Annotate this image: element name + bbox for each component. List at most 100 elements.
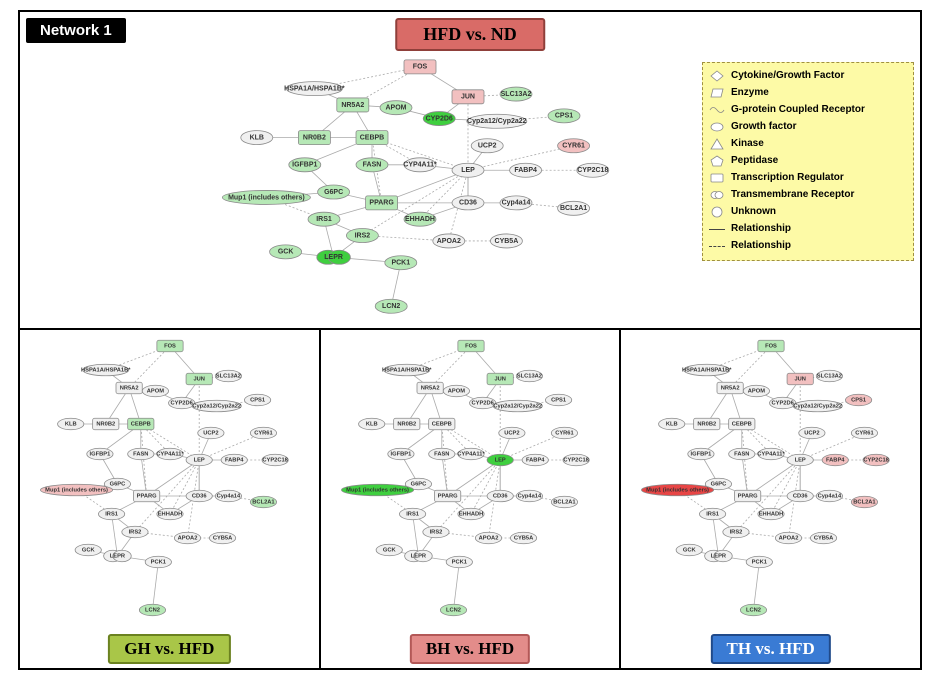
- relationship-line-icon: [709, 229, 725, 230]
- network-edge: [420, 170, 468, 219]
- network-node: APOM: [744, 385, 770, 396]
- bottom-row: FOSHSPA1A/HSPA1B*JUNNR5A2APOMSLC13A2CYP2…: [20, 330, 920, 670]
- network-node: CYB5A: [811, 532, 837, 543]
- network-node: Cyp2a12/Cyp2a22: [493, 400, 542, 411]
- network-node: LCN2: [375, 299, 407, 313]
- network-node: IRS2: [423, 526, 449, 537]
- network-node: Cyp2a12/Cyp2a22: [793, 400, 842, 411]
- network-node: UCP2: [198, 427, 224, 438]
- legend-item: Unknown: [709, 205, 907, 219]
- cytokine-icon: [709, 70, 725, 82]
- network-node: SLC13A2: [817, 370, 843, 381]
- enzyme-icon: [709, 87, 725, 99]
- network-node: Cyp4a14: [500, 196, 532, 210]
- network-bh: FOSHSPA1A/HSPA1B*JUNNR5A2APOMSLC13A2CYP2…: [325, 334, 617, 634]
- network-th: FOSHSPA1A/HSPA1B*JUNNR5A2APOMSLC13A2CYP2…: [625, 334, 917, 634]
- network-node: CD36: [787, 490, 813, 501]
- network-node: CYP4A11*: [403, 158, 437, 172]
- network-node: IRS2: [723, 526, 749, 537]
- network-node: CYP2D6: [423, 112, 455, 126]
- network-node: FABP4: [822, 454, 848, 465]
- network-node: NR5A2: [417, 382, 443, 393]
- network-node: APOM: [443, 385, 469, 396]
- network-node: KLB: [58, 418, 84, 429]
- figure-border: Network 1 HFD vs. ND Cytokine/Growth Fac…: [18, 10, 922, 670]
- legend-item: Enzyme: [709, 86, 907, 100]
- network-node: CEBPB: [729, 418, 755, 429]
- network-node: CYP2D6: [169, 397, 195, 408]
- legend-label: Cytokine/Growth Factor: [731, 69, 844, 83]
- kinase-icon: [709, 138, 725, 150]
- network-node: NR5A2: [717, 382, 743, 393]
- network-node: JUN: [787, 373, 813, 384]
- network-node: LEPR: [104, 550, 132, 561]
- network-node: LCN2: [440, 604, 466, 615]
- network-node: CYP4A11*: [156, 448, 184, 459]
- network-node: IRS1: [399, 508, 425, 519]
- network-node: NR5A2: [337, 98, 369, 112]
- legend-item: Peptidase: [709, 154, 907, 168]
- network-node: APOA2: [174, 532, 200, 543]
- network-node: IRS1: [700, 508, 726, 519]
- unknown-icon: [709, 206, 725, 218]
- panel-top: Network 1 HFD vs. ND Cytokine/Growth Fac…: [20, 12, 920, 330]
- network-node: NR0B2: [694, 418, 720, 429]
- network-node: NR0B2: [393, 418, 419, 429]
- network-node: EHHADH: [758, 508, 784, 519]
- gpcr-icon: [709, 104, 725, 116]
- network-node: CYP2C18: [262, 454, 289, 465]
- network-node: Mup1 (includes others): [341, 484, 413, 495]
- network-node: LEPR: [705, 550, 733, 561]
- panel-th: FOSHSPA1A/HSPA1B*JUNNR5A2APOMSLC13A2CYP2…: [619, 330, 920, 670]
- title-bh-vs-hfd: BH vs. HFD: [410, 634, 530, 664]
- legend-item: Kinase: [709, 137, 907, 151]
- network-node: CEBPB: [356, 131, 388, 145]
- network-node: GCK: [376, 544, 402, 555]
- network-node: GCK: [270, 245, 302, 259]
- network-node: CPS1: [545, 394, 571, 405]
- network-node: APOA2: [776, 532, 802, 543]
- network-node: Mup1 (includes others): [222, 190, 310, 204]
- network-node: FASN: [128, 448, 154, 459]
- network-node: CYB5A: [490, 234, 522, 248]
- network-node: IRS1: [98, 508, 124, 519]
- legend-box: Cytokine/Growth Factor Enzyme G-protein Co…: [702, 62, 914, 261]
- network-node: LEP: [452, 163, 484, 177]
- network-node: CYP2D6: [770, 397, 796, 408]
- network-node: APOM: [380, 101, 412, 115]
- network-node: EHHADH: [157, 508, 183, 519]
- network-node: IRS2: [346, 229, 378, 243]
- legend-label: Unknown: [731, 205, 776, 219]
- network-node: Cyp2a12/Cyp2a22: [467, 114, 527, 128]
- network-node: G6PC: [318, 185, 350, 199]
- network-node: LCN2: [741, 604, 767, 615]
- legend-label: Transmembrane Receptor: [731, 188, 854, 202]
- legend-item: Transmembrane Receptor: [709, 188, 907, 202]
- network-node: CD36: [186, 490, 212, 501]
- network-node: CYR61: [250, 427, 276, 438]
- network-node: CYR61: [558, 139, 590, 153]
- network-edge: [730, 346, 771, 388]
- legend-label: Enzyme: [731, 86, 769, 100]
- legend-item: Relationship: [709, 222, 907, 236]
- network-node: SLC13A2: [516, 370, 542, 381]
- legend-label: G-protein Coupled Receptor: [731, 103, 865, 117]
- network-edge: [129, 346, 170, 388]
- network-node: CD36: [487, 490, 513, 501]
- network-edge: [453, 562, 459, 610]
- title-th-vs-hfd: TH vs. HFD: [711, 634, 831, 664]
- network-node: Cyp4a14: [215, 490, 241, 501]
- network-node: PCK1: [385, 256, 417, 270]
- network-node: LEP: [186, 454, 212, 465]
- network-node: FASN: [356, 158, 388, 172]
- network-node: IRS2: [122, 526, 148, 537]
- network-edge: [412, 514, 418, 556]
- network-node: BCL2A1: [558, 201, 590, 215]
- network-node: KLB: [659, 418, 685, 429]
- network-node: FOS: [157, 340, 183, 351]
- network-node: GCK: [75, 544, 101, 555]
- network-top: FOSHSPA1A/HSPA1B*JUNNR5A2APOMSLC13A2CYP2…: [180, 56, 660, 328]
- growthf-icon: [709, 121, 725, 133]
- network-node: APOA2: [433, 234, 465, 248]
- title-hfd-vs-nd: HFD vs. ND: [395, 18, 545, 51]
